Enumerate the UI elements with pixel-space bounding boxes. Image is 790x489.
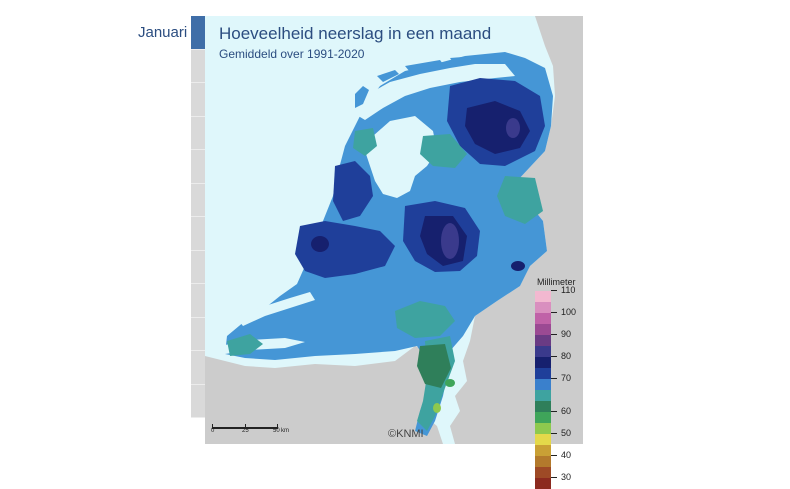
- legend-label: 90: [561, 329, 572, 339]
- month-slot[interactable]: [191, 251, 205, 284]
- legend-swatch: [535, 313, 551, 324]
- scale-bar-graphic: [212, 424, 278, 429]
- legend-swatch: [535, 357, 551, 368]
- legend-label: 110: [561, 285, 576, 295]
- legend-tick: [551, 378, 557, 379]
- texel-island: [355, 86, 369, 108]
- precipitation-map: [205, 16, 583, 444]
- zone-90mm-north: [506, 118, 520, 138]
- legend-swatch: [535, 368, 551, 379]
- month-slot[interactable]: [191, 351, 205, 385]
- legend-label: 50: [561, 428, 572, 438]
- legend-swatch: [535, 401, 551, 412]
- legend-tick: [551, 477, 557, 478]
- legend-swatch: [535, 423, 551, 434]
- copyright: ©KNMI: [388, 428, 424, 440]
- legend-tick: [551, 312, 557, 313]
- legend-tick: [551, 433, 557, 434]
- month-label: Januari: [138, 24, 188, 41]
- month-slot[interactable]: [191, 385, 205, 418]
- month-selector[interactable]: [191, 16, 205, 418]
- belgium-land: [205, 346, 443, 444]
- legend-label: 100: [561, 307, 577, 317]
- legend-swatch: [535, 335, 551, 346]
- zone-65mm-limburg: [417, 344, 451, 388]
- legend-title: Millimeter: [537, 277, 576, 287]
- legend-swatch: [535, 478, 551, 489]
- legend-label: 60: [561, 406, 572, 416]
- month-slot[interactable]: [191, 318, 205, 351]
- vlieland-island: [377, 70, 399, 82]
- month-slot[interactable]: [191, 16, 205, 50]
- legend-swatch: [535, 302, 551, 313]
- month-slot[interactable]: [191, 284, 205, 318]
- zone-70mm-twente: [497, 176, 543, 224]
- zone-85mm-west: [311, 236, 329, 252]
- scale-label-50: 50: [273, 428, 280, 434]
- month-slot[interactable]: [191, 117, 205, 150]
- month-slot[interactable]: [191, 150, 205, 184]
- zone-85mm-north: [465, 101, 530, 154]
- legend-swatch: [535, 346, 551, 357]
- legend-swatch: [535, 412, 551, 423]
- legend-tick: [551, 455, 557, 456]
- legend-swatch: [535, 291, 551, 302]
- zone-85mm-east-edge: [511, 261, 525, 271]
- legend-label: 80: [561, 351, 572, 361]
- zone-80mm-west: [333, 161, 373, 221]
- legend-label: 30: [561, 472, 572, 482]
- schiermonnikoog-island: [485, 56, 506, 60]
- wadden-sea: [350, 64, 515, 120]
- legend-label: 70: [561, 373, 572, 383]
- legend-tick: [551, 411, 557, 412]
- month-slot[interactable]: [191, 217, 205, 251]
- map-title: Hoeveelheid neerslag in een maand: [219, 24, 492, 43]
- zone-90mm-central: [441, 223, 459, 259]
- scale-label-0: 0: [211, 428, 215, 434]
- legend-tick: [551, 334, 557, 335]
- zone-80mm-randstad: [295, 221, 395, 278]
- legend-swatch: [535, 456, 551, 467]
- legend-tick: [551, 356, 557, 357]
- map-subtitle: Gemiddeld over 1991-2020: [219, 47, 365, 61]
- legend-swatch: [535, 379, 551, 390]
- scale-bar: 0 25 50 km: [210, 420, 295, 440]
- zone-60mm-maastricht: [433, 403, 441, 413]
- month-slot[interactable]: [191, 83, 205, 117]
- zone-70mm-zeeland: [227, 334, 263, 356]
- month-slot[interactable]: [191, 50, 205, 83]
- legend-swatch: [535, 390, 551, 401]
- terschelling-island: [405, 60, 443, 72]
- scale-label-25: 25: [242, 428, 249, 434]
- legend-swatch: [535, 324, 551, 335]
- legend-swatch: [535, 445, 551, 456]
- ijsselmeer: [365, 116, 437, 198]
- ameland-island: [450, 56, 477, 62]
- scale-unit: km: [281, 428, 289, 434]
- zeeland-estuary: [235, 292, 315, 326]
- month-slot[interactable]: [191, 184, 205, 217]
- zone-70mm-friesland: [420, 134, 467, 168]
- legend-swatch: [535, 434, 551, 445]
- legend-label: 40: [561, 450, 572, 460]
- zone-60mm-limburg: [445, 379, 455, 387]
- legend-tick: [551, 290, 557, 291]
- legend-swatch: [535, 467, 551, 478]
- zone-70mm-south: [395, 301, 455, 338]
- zone-70mm-nholland: [353, 128, 377, 156]
